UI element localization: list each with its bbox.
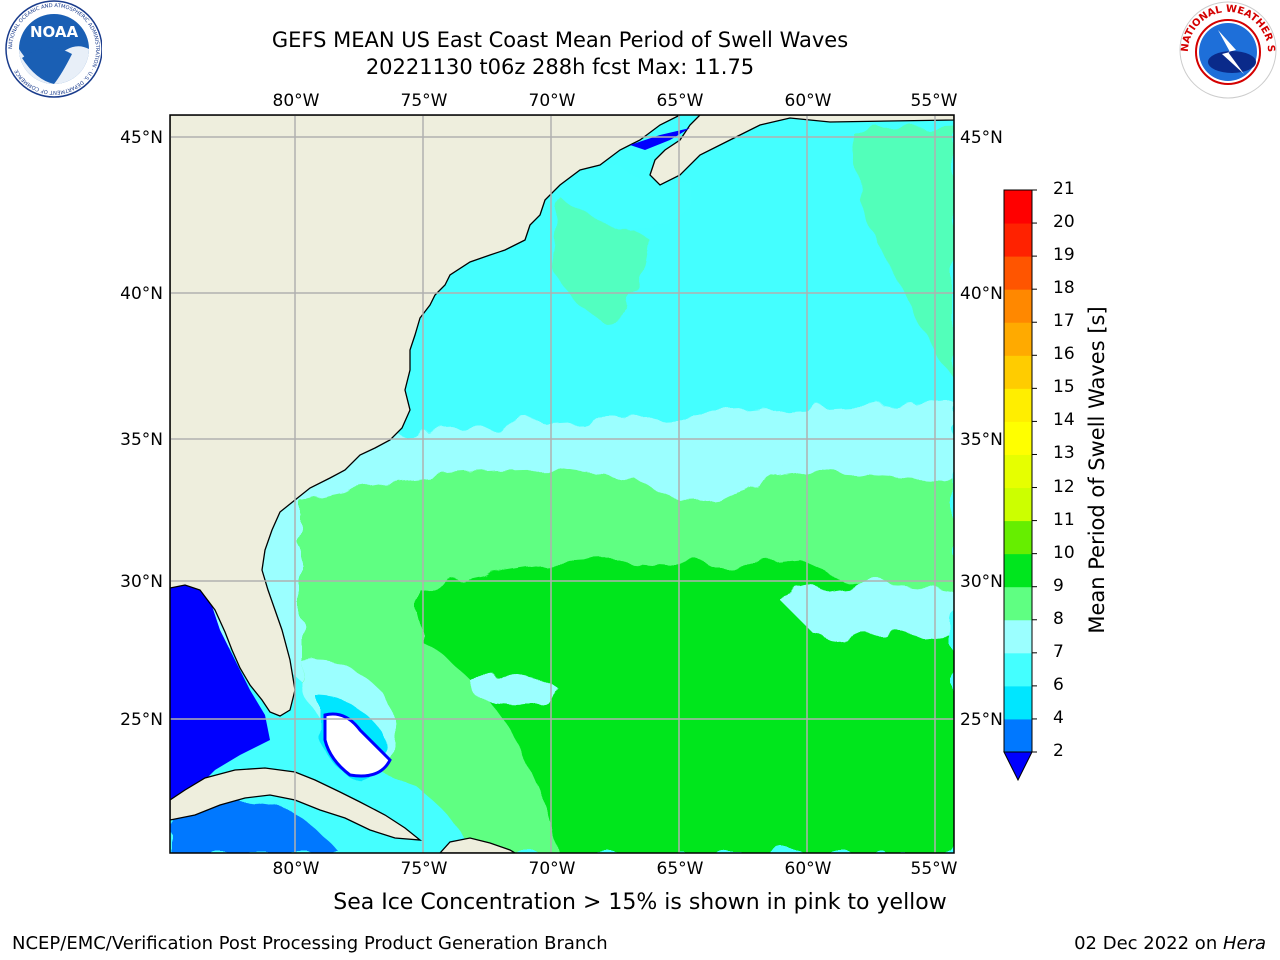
colorbar-segment <box>1004 256 1032 290</box>
colorbar-tick-label: 9 <box>1053 575 1064 596</box>
colorbar-tick-label: 6 <box>1053 674 1064 695</box>
footer-date-text: 02 Dec 2022 on <box>1074 933 1223 954</box>
colorbar-segment <box>1004 718 1032 753</box>
land-hispaniola <box>439 837 517 853</box>
lat-label-right: 25°N <box>960 710 1003 730</box>
land-nova-scotia <box>649 115 954 186</box>
lat-label-left: 30°N <box>120 572 163 592</box>
lon-label-bottom: 65°W <box>657 859 704 879</box>
colorbar-title: Mean Period of Swell Waves [s] <box>1085 306 1109 634</box>
lat-label-right: 35°N <box>960 430 1003 450</box>
lon-label-top: 60°W <box>785 91 832 111</box>
lon-label-top: 65°W <box>657 91 704 111</box>
colorbar-segment <box>1004 322 1032 356</box>
lon-label-bottom: 70°W <box>529 859 576 879</box>
colorbar-tick-label: 21 <box>1053 179 1075 199</box>
noaa-logo-text: NOAA <box>30 23 79 41</box>
nws-logo-icon: NATIONAL WEATHER SERVICE <box>1178 0 1277 99</box>
lon-label-top: 55°W <box>911 91 958 111</box>
colorbar-segment <box>1004 520 1032 555</box>
bahamas-banks <box>323 712 392 778</box>
colorbar-tick-label: 8 <box>1053 608 1064 629</box>
map-plot-area <box>170 115 954 853</box>
colorbar-tick-label: 14 <box>1053 410 1075 431</box>
lon-labels-bottom: 80°W 75°W 70°W 65°W 60°W 55°W <box>273 859 958 879</box>
colorbar <box>1003 189 1037 782</box>
lat-label-right: 45°N <box>960 128 1003 148</box>
colorbar-segment <box>1004 421 1032 455</box>
colorbar-tick-label: 7 <box>1053 641 1064 662</box>
colorbar-segment <box>1004 289 1032 323</box>
lat-label-left: 25°N <box>120 710 163 730</box>
gulf-of-mexico-region <box>170 580 270 800</box>
lon-label-bottom: 80°W <box>273 859 320 879</box>
colorbar-tick-label: 13 <box>1053 443 1075 464</box>
chart-title: GEFS MEAN US East Coast Mean Period of S… <box>271 28 849 52</box>
lat-label-right: 30°N <box>960 572 1003 592</box>
colorbar-segment <box>1004 223 1032 257</box>
colorbar-tick-label: 10 <box>1053 542 1075 563</box>
land-cuba <box>170 767 423 841</box>
chart-subtitle: 20221130 t06z 288h fcst Max: 11.75 <box>365 55 755 79</box>
colorbar-tick-label: 12 <box>1053 476 1075 497</box>
lat-labels-left: 45°N 40°N 35°N 30°N 25°N <box>120 128 163 730</box>
colorbar-segment <box>1004 586 1032 621</box>
lat-label-left: 35°N <box>120 430 163 450</box>
colorbar-segment <box>1004 487 1032 522</box>
land-north-america <box>170 115 681 717</box>
lat-labels-right: 45°N 40°N 35°N 30°N 25°N <box>960 128 1003 730</box>
colorbar-segment <box>1004 652 1032 687</box>
colorbar-segment <box>1004 619 1032 654</box>
colorbar-tick-label: 15 <box>1053 377 1075 398</box>
colorbar-tick-label: 18 <box>1053 278 1075 299</box>
colorbar-tick-label: 4 <box>1053 707 1064 728</box>
colorbar-tick-label: 19 <box>1053 245 1075 266</box>
lat-label-right: 40°N <box>960 284 1003 304</box>
colorbar-segment <box>1004 553 1032 588</box>
colorbar-tick-label: 17 <box>1053 311 1075 332</box>
lon-label-top: 70°W <box>529 91 576 111</box>
lon-label-top: 75°W <box>401 91 448 111</box>
colorbar-tick-label: 16 <box>1053 344 1075 365</box>
lat-label-left: 40°N <box>120 284 163 304</box>
footer-date: 02 Dec 2022 on Hera <box>1074 933 1266 954</box>
colorbar-segment <box>1004 454 1032 489</box>
footer-host: Hera <box>1222 933 1266 954</box>
lon-label-bottom: 55°W <box>911 859 958 879</box>
lon-labels-top: 80°W 75°W 70°W 65°W 60°W 55°W <box>273 91 958 111</box>
colorbar-segment <box>1004 685 1032 720</box>
colorbar-segment <box>1004 355 1032 389</box>
noaa-logo-icon: NOAA NATIONAL OCEANIC AND ATMOSPHERIC AD… <box>5 0 102 98</box>
lat-label-left: 45°N <box>120 128 163 148</box>
colorbar-segment <box>1004 388 1032 422</box>
lon-label-bottom: 60°W <box>785 859 832 879</box>
lon-label-bottom: 75°W <box>401 859 448 879</box>
colorbar-tick-label: 2 <box>1053 741 1064 761</box>
footer-credit: NCEP/EMC/Verification Post Processing Pr… <box>12 933 608 954</box>
map-frame <box>169 114 955 854</box>
colorbar-tick-label: 20 <box>1053 212 1075 233</box>
sea-ice-note: Sea Ice Concentration > 15% is shown in … <box>333 890 947 915</box>
colorbar-under-arrow <box>1003 751 1033 782</box>
map-gridlines <box>170 115 954 853</box>
colorbar-tick-label: 11 <box>1053 509 1075 530</box>
colorbar-segment <box>1004 190 1032 224</box>
lon-label-top: 80°W <box>273 91 320 111</box>
colorbar-frame <box>1003 189 1033 753</box>
bay-of-fundy-region <box>630 128 690 150</box>
